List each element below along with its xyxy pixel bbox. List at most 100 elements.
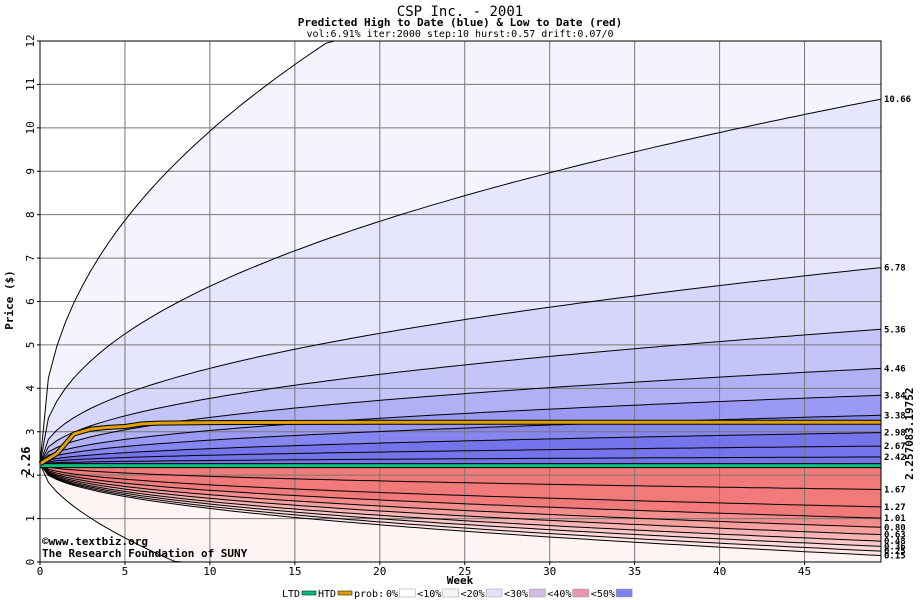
high-band — [40, 446, 881, 464]
legend-htd-swatch — [337, 590, 353, 596]
legend-item-swatch — [398, 588, 416, 598]
low-percentile-curve — [39, 463, 882, 508]
chart-subtitle: Predicted High to Date (blue) & Low to D… — [298, 16, 623, 29]
high-band — [40, 456, 881, 464]
low-band — [40, 463, 881, 547]
high-percentile-curve — [39, 414, 882, 465]
right-value-label: 5.36 — [884, 325, 906, 335]
high-band — [40, 432, 881, 464]
right-value-label: 1.27 — [884, 503, 906, 513]
y-tick-label: 0 — [24, 559, 37, 566]
high-band — [40, 368, 881, 464]
x-tick-label: 30 — [543, 565, 556, 578]
high-percentile-curve — [39, 394, 882, 465]
low-band — [40, 463, 881, 507]
start-price-label: 2.26 — [19, 447, 33, 476]
low-percentile-curve — [39, 463, 882, 519]
right-value-label: 2.42 — [884, 453, 906, 463]
right-value-label: 0.36 — [884, 542, 906, 552]
high-percentile-curve — [39, 267, 882, 465]
right-value-labels: 10.66 6.78 5.36 4.46 3.84 3.38 2.98 2.672.42 1.6… — [884, 95, 911, 561]
x-tick-label: 25 — [458, 565, 471, 578]
low-percentile-curve — [39, 463, 882, 547]
high-percentile-curve — [39, 98, 882, 464]
legend-item-swatch — [442, 588, 459, 598]
x-axis-ticks: 0 5 10 15 20 25 30 35 40 45 — [37, 562, 811, 578]
right-vertical-label-b: 83.19752 — [903, 388, 916, 441]
legend-item-label: <20% — [461, 589, 485, 600]
low-band — [40, 463, 881, 528]
y-tick-label: 2 — [24, 472, 37, 479]
right-value-label: 6.78 — [884, 264, 906, 274]
high-percentile-curve — [39, 328, 882, 465]
low-percentile-curve — [39, 463, 882, 490]
high-percentile-curve — [39, 432, 882, 465]
y-tick-label: 10 — [24, 121, 37, 134]
legend-item-label: <10% — [417, 589, 441, 600]
right-value-label: 2.98 — [884, 429, 906, 439]
watermark-line-1: ©www.textbiz.org — [42, 535, 148, 548]
y-tick-label: 6 — [24, 298, 37, 305]
right-value-label: 4.46 — [884, 364, 906, 374]
x-tick-label: 0 — [37, 565, 44, 578]
legend-item-label: <30% — [504, 589, 528, 600]
high-band — [40, 415, 881, 464]
right-value-label: 0.15 — [884, 551, 906, 561]
right-value-label: 1.01 — [884, 514, 906, 524]
right-value-label: 1.67 — [884, 485, 906, 495]
right-value-label: 2.67 — [884, 442, 906, 452]
htd-line — [39, 420, 881, 466]
high-band — [40, 329, 881, 464]
right-vertical-label-a: 2.2570 — [903, 440, 916, 480]
y-tick-label: 9 — [24, 168, 37, 175]
legend-item-label: <40% — [547, 589, 571, 600]
low-band — [40, 463, 881, 535]
probability-bands — [40, 41, 881, 562]
chart-params: vol:6.91% iter:2000 step:10 hurst:0.57 d… — [306, 29, 613, 40]
x-tick-label: 10 — [203, 565, 216, 578]
low-band — [40, 463, 881, 562]
y-tick-label: 3 — [24, 428, 37, 435]
x-tick-label: 5 — [122, 565, 129, 578]
x-axis-label: Week — [447, 574, 474, 587]
low-band — [40, 463, 881, 542]
high-band — [40, 99, 881, 464]
right-value-label: 3.38 — [884, 411, 906, 421]
x-tick-label: 45 — [798, 565, 811, 578]
y-tick-label: 5 — [24, 342, 37, 349]
legend-prob-label: prob: — [354, 589, 384, 600]
chart-title: CSP Inc. - 2001 — [397, 4, 523, 20]
low-band — [40, 463, 881, 519]
legend-item-swatch — [572, 588, 590, 598]
x-tick-label: 20 — [373, 565, 386, 578]
x-tick-label: 35 — [628, 565, 641, 578]
right-value-label: 0.25 — [884, 547, 906, 557]
x-tick-label: 40 — [713, 565, 726, 578]
right-value-label: 3.84 — [884, 391, 906, 401]
right-value-label: 0.63 — [884, 531, 906, 541]
y-tick-label: 7 — [24, 255, 37, 262]
watermark-line-2: The Research Foundation of SUNY — [42, 547, 248, 560]
y-tick-label: 11 — [24, 78, 37, 91]
right-value-label: 0.48 — [884, 537, 906, 547]
y-tick-label: 1 — [24, 515, 37, 522]
legend-item-swatch — [615, 588, 633, 598]
high-percentile-curve — [39, 445, 882, 465]
legend-item-label: 0% — [386, 589, 398, 600]
low-percentile-curve — [39, 463, 882, 542]
high-band — [40, 267, 881, 464]
plot-frame — [39, 40, 882, 563]
legend-item-swatch — [529, 588, 546, 598]
low-percentile-curve — [39, 463, 882, 552]
x-tick-label: 15 — [288, 565, 301, 578]
high-band — [40, 395, 881, 464]
legend: LTD HTD prob: 0% <10% <20% <30% <40% <50% — [282, 588, 633, 600]
y-tick-label: 4 — [24, 385, 37, 392]
high-band — [40, 41, 881, 464]
legend-item-swatch — [485, 588, 503, 598]
legend-item-label: <50% — [591, 589, 615, 600]
y-tick-label: 8 — [24, 211, 37, 218]
low-percentile-curve — [39, 463, 882, 528]
